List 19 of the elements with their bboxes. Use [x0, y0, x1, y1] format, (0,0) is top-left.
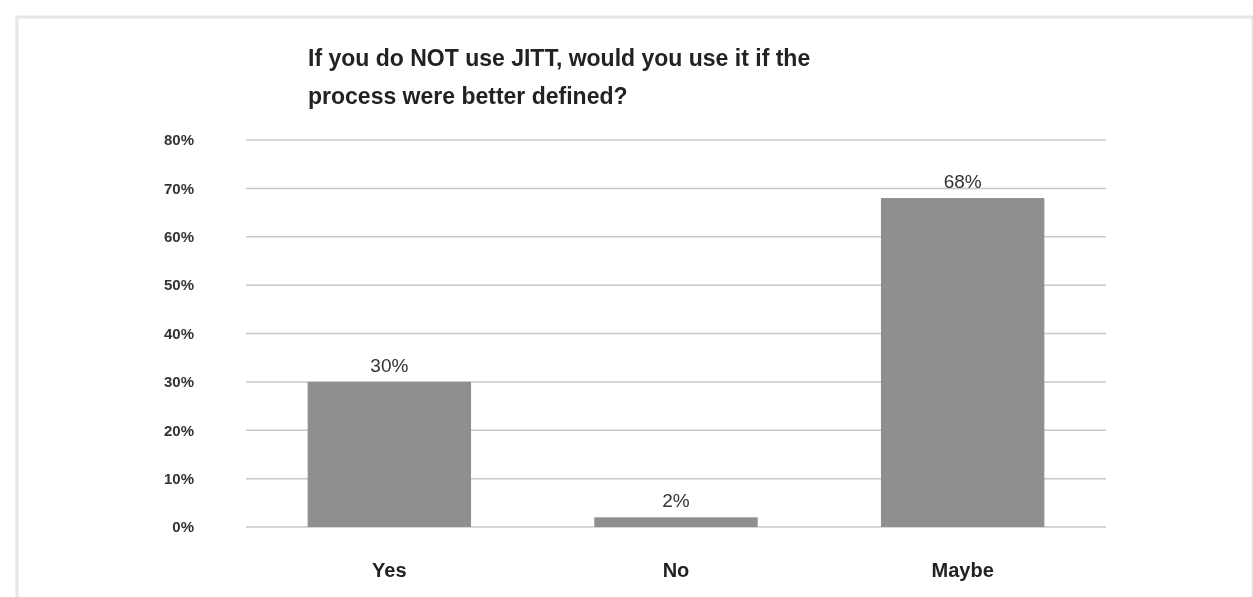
y-tick-label: 70% [163, 179, 194, 197]
data-label: 68% [943, 171, 982, 193]
data-label: 30% [370, 354, 409, 376]
x-tick-label: Maybe [931, 559, 994, 581]
y-tick-label: 20% [163, 421, 194, 439]
data-label: 2% [662, 490, 690, 512]
chart-title: If you do NOT use JITT, would you use it if the process were better defined? [308, 45, 811, 109]
y-tick-label: 60% [163, 228, 194, 245]
bar [594, 517, 758, 527]
bar [880, 198, 1045, 527]
y-tick-label: 80% [163, 131, 194, 149]
y-tick-label: 10% [163, 469, 194, 487]
x-tick-label: No [662, 559, 690, 581]
y-tick-label: 50% [163, 276, 194, 294]
bar [307, 381, 472, 527]
y-tick-label: 40% [163, 324, 194, 342]
x-tick-label: Yes [372, 559, 407, 581]
y-tick-label: 30% [163, 373, 194, 391]
y-tick-label: 0% [172, 518, 194, 536]
